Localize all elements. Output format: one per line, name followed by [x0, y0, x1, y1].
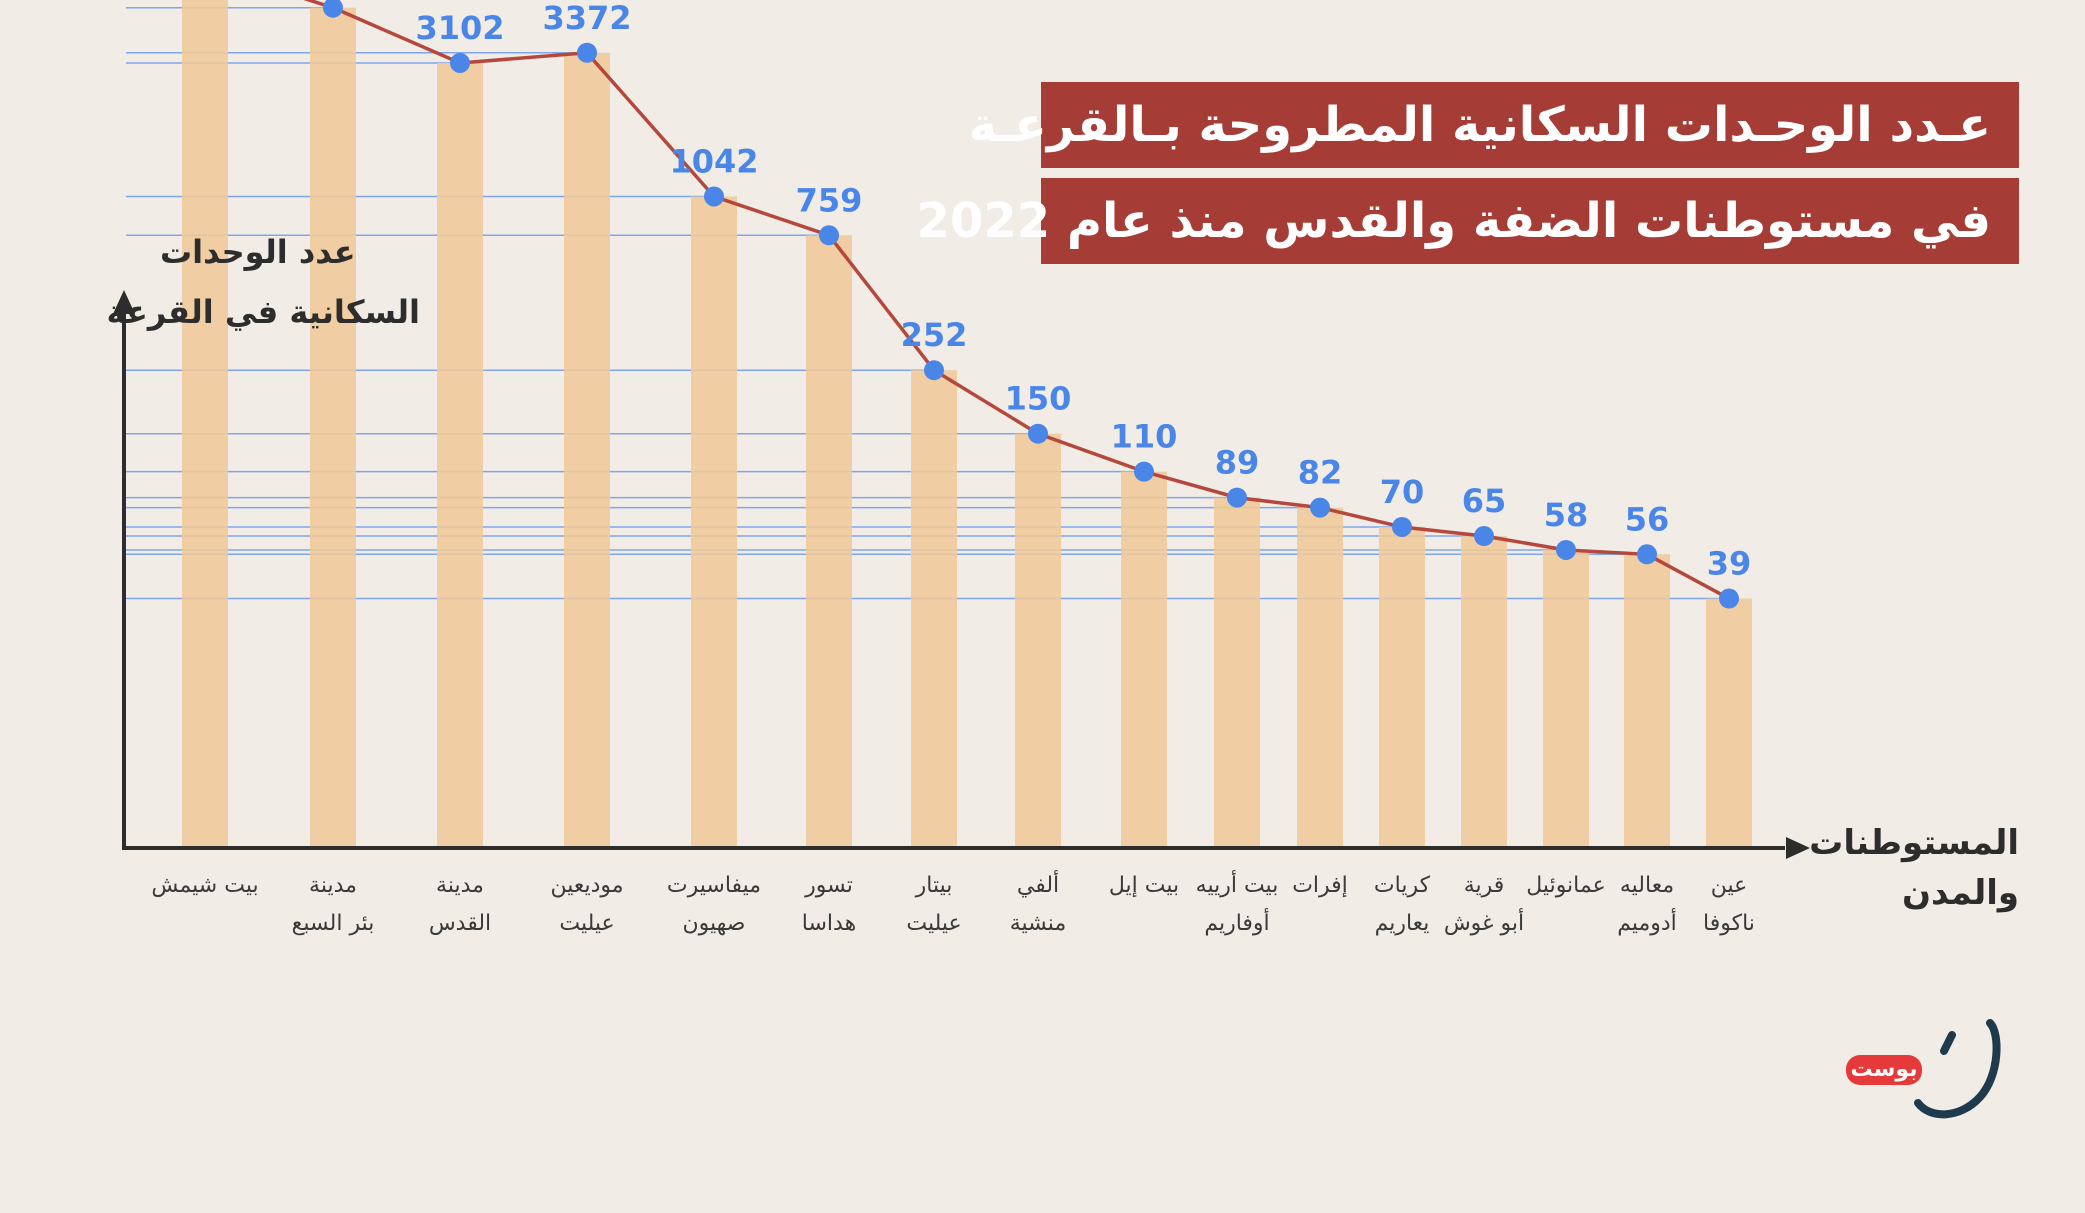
category-label: بيت أرييه [1196, 870, 1279, 898]
bar [1461, 536, 1507, 848]
data-point [1310, 497, 1330, 518]
noon-logo-icon [1914, 1019, 2001, 1119]
category-label: عيليت [559, 911, 614, 936]
title-line-2: في مستوطنات الضفة والقدس منذ عام 2022 [917, 178, 2019, 264]
bar [691, 196, 737, 848]
category-label: بيت شيمش [151, 873, 258, 898]
y-axis-label: عدد الوحدات السكانية في القرعة [106, 222, 420, 342]
data-label: 56 [1625, 500, 1670, 538]
category-label: ميفاسيرت [667, 873, 761, 898]
category-label: هداسا [802, 911, 856, 936]
bar [564, 52, 610, 849]
x-axis-label-line-1: المستوطنات [1809, 823, 2019, 863]
bar [1543, 549, 1589, 848]
title-line-1: عـدد الوحـدات السكانية المطروحة بـالقرعـ… [969, 82, 2019, 168]
data-point [819, 225, 839, 246]
data-point [1556, 539, 1576, 560]
category-label: القدس [429, 911, 491, 936]
category-label: ألفي [1017, 870, 1059, 898]
logo-badge: بوست [1846, 1055, 1922, 1085]
data-label: 58 [1544, 496, 1589, 534]
data-point [1474, 526, 1494, 547]
category-label: أوفاريم [1204, 908, 1269, 936]
data-label: 65 [1462, 482, 1507, 520]
data-point [450, 52, 470, 73]
data-label: 1042 [669, 142, 758, 180]
data-label: 110 [1111, 418, 1178, 456]
bar [1214, 497, 1260, 848]
bar [182, 0, 228, 848]
category-label: عين [1711, 873, 1748, 898]
data-label: 82 [1298, 454, 1343, 492]
bar [437, 62, 483, 849]
trend-line [303, 0, 1730, 601]
x-axis-label: المستوطنات والمدن [1799, 818, 2019, 918]
data-point [323, 0, 343, 18]
data-point [1719, 588, 1739, 609]
data-label: 759 [796, 181, 863, 219]
category-labels: بيت شيمش مدينة بئر السبع مدينة القدس موديعين ع… [151, 870, 1755, 936]
category-label: تسور [804, 873, 853, 898]
category-label: صهيون [683, 911, 746, 936]
y-axis-label-line-2: السكانية في القرعة [106, 293, 420, 331]
data-label: 39 [1707, 545, 1752, 583]
category-label: قرية [1464, 873, 1505, 898]
data-point [1028, 423, 1048, 444]
data-point [1227, 487, 1247, 508]
category-label: مدينة [436, 873, 484, 898]
data-label: 252 [901, 316, 968, 354]
markers [323, 0, 1739, 609]
category-label: أبو غوش [1444, 908, 1524, 936]
bar [911, 370, 957, 848]
category-label: بئر السبع [292, 911, 375, 936]
y-axis-label-line-1: عدد الوحدات [160, 233, 356, 271]
data-point [704, 186, 724, 207]
category-label: بيت إيل [1109, 873, 1179, 898]
data-point [577, 42, 597, 63]
category-label: موديعين [550, 873, 623, 898]
bar [1015, 433, 1061, 848]
bar [1706, 598, 1752, 848]
category-label: معاليه [1620, 873, 1674, 898]
bar [310, 7, 356, 849]
category-label: مدينة [309, 873, 357, 898]
category-label: كريات [1374, 873, 1431, 898]
bar [1297, 507, 1343, 848]
category-label: يعاريم [1375, 911, 1430, 936]
data-point [1134, 461, 1154, 482]
data-point [1637, 544, 1657, 565]
category-label: بيتار [915, 873, 953, 898]
data-label: 89 [1215, 444, 1260, 482]
y-axis-arrow [113, 290, 135, 314]
bar [1624, 554, 1670, 848]
category-label: منشية [1010, 911, 1066, 936]
category-label: عيليت [906, 911, 961, 936]
category-label: إفرات [1292, 873, 1348, 898]
data-label: 3372 [542, 0, 631, 37]
x-axis-arrow [1786, 837, 1810, 859]
x-axis-label-line-2: والمدن [1901, 873, 2019, 913]
data-label: 70 [1380, 473, 1425, 511]
brand-logo: بوست [1840, 1015, 2010, 1125]
category-label: أدوميم [1617, 908, 1677, 936]
value-labels: 6816487331023372104275925215011089827065… [415, 0, 1752, 583]
data-point [924, 360, 944, 381]
bar [1379, 526, 1425, 848]
data-label: 3102 [415, 9, 504, 47]
category-label: عمانوئيل [1526, 873, 1605, 898]
bar [806, 235, 852, 849]
data-point [1392, 516, 1412, 537]
bars [182, 0, 1752, 849]
axes [113, 290, 1810, 859]
bar [1121, 471, 1167, 848]
data-label: 150 [1005, 380, 1072, 418]
category-label: ناكوفا [1703, 911, 1755, 936]
